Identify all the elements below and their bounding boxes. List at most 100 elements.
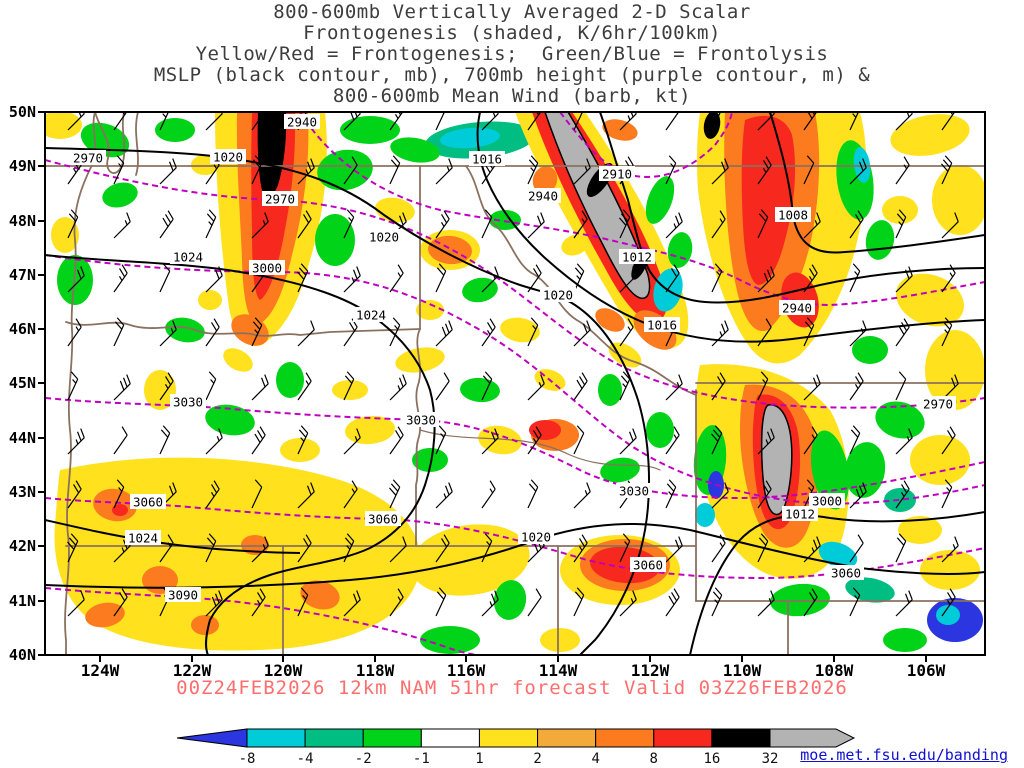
shading-blob [598,374,622,406]
wind-barb [941,317,953,347]
shading-blob [191,615,219,635]
wind-barb [343,428,361,455]
wind-barb [803,588,818,617]
wind-barb [296,263,309,293]
wind-barb [343,371,355,401]
wind-barb [297,482,315,509]
wind-barb [113,155,125,185]
wind-barb [573,158,591,185]
contour-label: 2940 [782,301,812,316]
wind-barb [113,426,128,455]
wind-barb [573,320,591,347]
lon-label: 114W [539,661,578,680]
chart-title: 800-600mb Vertically Averaged 2-D Scalar… [0,2,1024,107]
shading-blob [936,605,960,625]
wind-barb [710,425,723,455]
shading-blob [932,165,985,235]
colorbar-arrow-right [769,728,856,748]
wind-barb [297,425,309,455]
wind-barb [527,588,542,617]
wind-barb [757,371,769,401]
contour-label: 2940 [287,115,317,130]
shading-blob [345,415,395,445]
colorbar-segment [537,728,597,748]
colorbar-segment [362,728,422,748]
shading-blob [45,112,82,139]
wind-barb [941,112,956,131]
wind-barb [849,210,864,239]
shading-blob [276,362,304,398]
colorbar-segment [478,728,539,748]
wind-barb [435,425,447,455]
wind-barb [757,533,769,563]
contour-label: 1020 [369,230,399,245]
wind-barb [941,264,956,293]
shading-blob [332,380,368,400]
shading-blob [390,137,440,163]
contour-label: 3060 [831,566,861,581]
wind-barb [297,534,312,563]
shading-blob [890,114,970,156]
wind-barb [849,534,864,563]
mslp-contour [599,112,985,304]
shading-blob [540,628,580,652]
lat-label: 40N [9,646,36,664]
height-contour [45,397,985,500]
wind-barb [159,210,174,239]
shading-blob [223,348,253,372]
wind-barb [435,587,447,617]
shading-blob [845,577,895,603]
wind-barbs-layer [66,112,959,617]
wind-barb [711,482,729,509]
wind-barb [895,266,913,293]
colorbar-arrow-left [176,728,248,748]
contour-label: 1016 [472,152,502,167]
wind-barb [159,320,177,347]
wind-barb [619,318,634,347]
title-line: 800-600mb Vertically Averaged 2-D Scalar [273,1,751,23]
wind-barb [803,536,821,563]
shading-blob [500,317,540,343]
wind-barb [849,263,861,293]
wind-barb [803,374,821,401]
wind-barb [67,480,82,509]
shading-blob [865,220,895,260]
wind-barb [941,426,956,455]
wind-barb [343,156,358,185]
wind-barb [205,318,220,347]
credit-link[interactable]: moe.met.fsu.edu/banding [800,746,1008,764]
wind-barb [573,425,585,455]
colorbar-segment [246,728,306,748]
shading-blob [770,583,830,617]
contour-label: 1020 [543,288,573,303]
colorbar-level-label: 4 [591,751,599,767]
wind-barb [159,425,171,455]
mslp-contour [769,112,985,254]
wind-barb [711,263,723,293]
wind-barb [67,590,85,617]
lat-label: 41N [9,592,36,610]
wind-barb [113,212,131,239]
shading-blob [416,300,444,320]
lat-label: 46N [9,320,36,338]
wind-barb [895,156,910,185]
lon-label: 112W [631,661,670,680]
wind-barb [251,479,263,509]
wind-barb [251,212,269,239]
wind-barb [159,534,174,563]
wind-barb [619,590,637,617]
shading-blob [85,602,125,628]
shading-blob [920,550,980,590]
state-border [135,112,139,176]
wind-barb [665,479,677,509]
wind-barb [389,374,407,401]
wind-barb [389,426,404,455]
lon-label: 124W [81,661,120,680]
colorbar-level-label: 8 [650,751,658,767]
wind-barb [757,266,775,293]
shading-blob [198,290,222,310]
wind-barb [481,209,493,239]
contour-label: 3000 [812,494,842,509]
colorbar-level-label: -2 [355,751,372,767]
wind-barb [895,209,907,239]
